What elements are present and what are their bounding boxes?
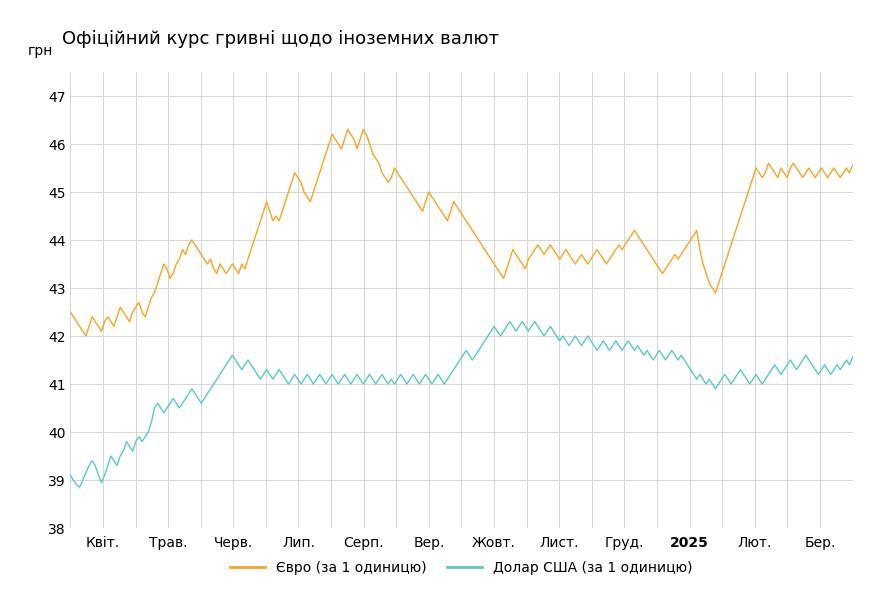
Legend: Євро (за 1 одиницю), Долар США (за 1 одиницю): Євро (за 1 одиницю), Долар США (за 1 оди… <box>225 555 697 580</box>
Text: грн: грн <box>27 44 53 58</box>
Text: Офіційний курс гривні щодо іноземних валют: Офіційний курс гривні щодо іноземних вал… <box>61 30 498 48</box>
